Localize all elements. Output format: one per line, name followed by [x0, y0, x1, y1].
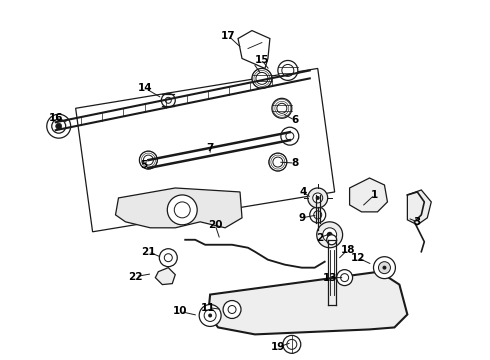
Text: 4: 4	[299, 187, 306, 197]
Text: 18: 18	[341, 245, 355, 255]
Text: 14: 14	[138, 84, 153, 93]
Polygon shape	[155, 268, 175, 285]
Circle shape	[310, 207, 326, 223]
Polygon shape	[407, 190, 431, 225]
Circle shape	[208, 314, 212, 318]
Circle shape	[167, 195, 197, 225]
Circle shape	[327, 235, 337, 245]
Circle shape	[199, 305, 221, 327]
Circle shape	[159, 249, 177, 267]
Circle shape	[323, 228, 337, 242]
Text: 20: 20	[208, 220, 222, 230]
Text: 9: 9	[298, 213, 305, 223]
Circle shape	[383, 266, 387, 270]
Circle shape	[313, 193, 323, 203]
Circle shape	[161, 93, 175, 107]
Polygon shape	[238, 31, 270, 68]
Circle shape	[337, 270, 353, 285]
Text: 13: 13	[322, 273, 337, 283]
Text: 21: 21	[141, 247, 156, 257]
Circle shape	[56, 123, 62, 129]
Text: 8: 8	[291, 158, 298, 168]
Circle shape	[140, 151, 157, 169]
Polygon shape	[116, 188, 242, 228]
Circle shape	[223, 301, 241, 319]
Circle shape	[378, 262, 391, 274]
Text: 12: 12	[350, 253, 365, 263]
Circle shape	[327, 300, 337, 310]
Circle shape	[252, 68, 272, 88]
Polygon shape	[349, 178, 388, 212]
Circle shape	[278, 60, 298, 80]
Text: 11: 11	[201, 302, 216, 312]
Text: 6: 6	[291, 115, 298, 125]
Text: 19: 19	[270, 342, 285, 352]
Text: 16: 16	[49, 113, 63, 123]
Text: 5: 5	[140, 160, 147, 170]
Text: 7: 7	[206, 143, 214, 153]
Circle shape	[373, 257, 395, 279]
Circle shape	[269, 153, 287, 171]
Circle shape	[272, 98, 292, 118]
Circle shape	[317, 222, 343, 248]
Text: 2: 2	[316, 233, 323, 243]
Circle shape	[327, 232, 333, 238]
Text: 3: 3	[414, 217, 421, 227]
Circle shape	[308, 188, 328, 208]
Circle shape	[283, 336, 301, 353]
Text: 22: 22	[128, 272, 143, 282]
Text: 15: 15	[255, 55, 269, 66]
Circle shape	[281, 127, 299, 145]
Circle shape	[316, 196, 319, 200]
Text: 10: 10	[173, 306, 188, 316]
Text: 1: 1	[371, 190, 378, 200]
Circle shape	[47, 114, 71, 138]
Text: 17: 17	[221, 31, 235, 41]
Polygon shape	[208, 272, 407, 334]
